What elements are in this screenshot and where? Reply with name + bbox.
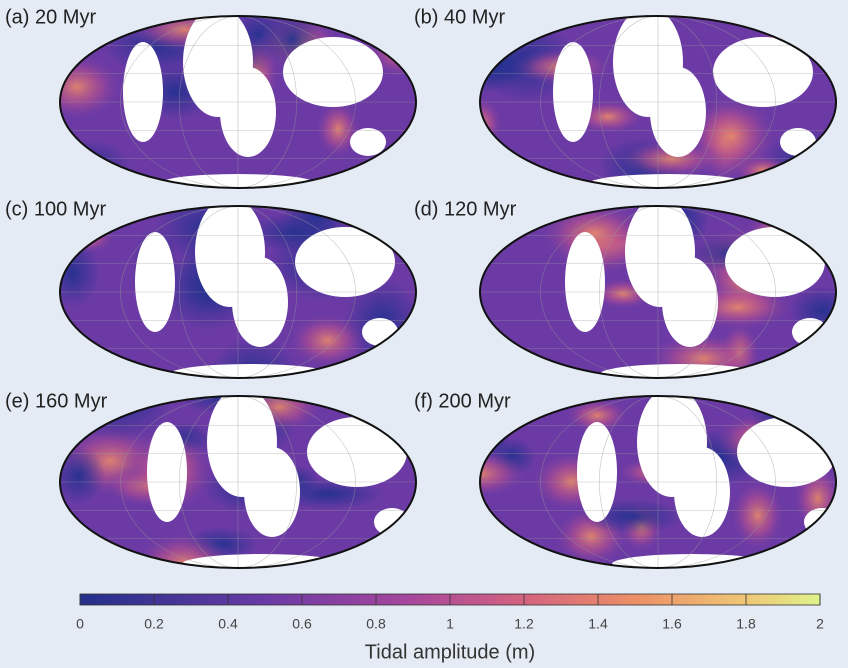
panel-label: (f) 200 Myr — [414, 390, 511, 412]
map-field — [480, 206, 836, 378]
meridian — [120, 16, 356, 188]
colorbar-tick-label: 1 — [446, 616, 454, 632]
map-outline — [479, 15, 837, 189]
colorbar-tick-label: 0.4 — [218, 616, 238, 632]
continent — [792, 318, 828, 346]
colorbar-tick-label: 0.8 — [366, 616, 386, 632]
continent — [662, 257, 718, 347]
continent — [713, 37, 813, 107]
continent — [674, 447, 730, 537]
continent — [123, 42, 163, 142]
continent — [232, 257, 288, 347]
continent — [650, 67, 706, 157]
high-tide — [564, 397, 631, 434]
high-tide — [60, 158, 137, 188]
meridian — [540, 16, 776, 188]
map-panel: (e) 160 Myr — [5, 390, 417, 569]
colorbar-tick-label: 1.6 — [662, 616, 682, 632]
continent — [565, 232, 605, 332]
meridian — [540, 396, 776, 568]
continent — [307, 417, 407, 487]
map-panel: (c) 100 Myr — [5, 198, 417, 379]
map-outline — [59, 395, 417, 569]
meridian — [178, 206, 298, 378]
continent — [170, 364, 330, 378]
colorbar-tick-label: 1.8 — [736, 616, 756, 632]
colorbar-tick-label: 1.4 — [588, 616, 608, 632]
colorbar-tick-label: 0.2 — [144, 616, 164, 632]
colorbar-tick-label: 0 — [76, 616, 84, 632]
map-panel: (a) 20 Myr — [5, 6, 417, 189]
colorbar-tick-label: 2 — [816, 616, 824, 632]
continent — [295, 227, 395, 297]
panel-label: (b) 40 Myr — [414, 6, 505, 28]
colorbar-tick-label: 0.6 — [292, 616, 312, 632]
continent — [588, 174, 748, 188]
meridian — [540, 206, 776, 378]
continent — [804, 508, 836, 536]
continent — [737, 417, 836, 487]
map-panel: (f) 200 Myr — [414, 390, 837, 569]
panel-label: (a) 20 Myr — [5, 6, 96, 28]
continent — [553, 42, 593, 142]
continent — [283, 37, 383, 107]
continent — [182, 554, 342, 568]
meridian — [178, 396, 298, 568]
continent — [577, 422, 617, 522]
continent — [725, 227, 825, 297]
map-outline — [479, 395, 837, 569]
continent — [147, 422, 187, 522]
panel-label: (c) 100 Myr — [5, 198, 106, 220]
map-field — [480, 16, 836, 188]
continent — [350, 128, 386, 156]
high-tide — [315, 99, 362, 160]
meridian — [120, 396, 356, 568]
high-tide — [729, 478, 786, 553]
panel-label: (d) 120 Myr — [414, 198, 517, 220]
high-tide — [287, 312, 368, 369]
high-tide — [60, 52, 125, 122]
panel-label: (e) 160 Myr — [5, 390, 108, 412]
continent — [612, 554, 772, 568]
continent — [600, 364, 760, 378]
map-outline — [59, 15, 417, 189]
meridian — [598, 396, 718, 568]
map-outline — [479, 205, 837, 379]
map-field — [60, 16, 416, 188]
continent — [780, 128, 816, 156]
colorbar-tick-label: 1.2 — [514, 616, 534, 632]
map-panel: (b) 40 Myr — [414, 6, 837, 189]
continent — [220, 67, 276, 157]
map-field — [60, 396, 416, 568]
continent — [244, 447, 300, 537]
continent — [362, 318, 398, 346]
continent — [135, 232, 175, 332]
meridian — [120, 206, 356, 378]
colorbar-label: Tidal amplitude (m) — [365, 641, 535, 663]
meridian — [178, 16, 298, 188]
map-field — [60, 206, 416, 378]
meridian — [598, 206, 718, 378]
map-outline — [59, 205, 417, 379]
meridian — [598, 16, 718, 188]
map-field — [480, 396, 836, 568]
map-panel: (d) 120 Myr — [414, 198, 837, 379]
low-tide — [60, 238, 100, 308]
